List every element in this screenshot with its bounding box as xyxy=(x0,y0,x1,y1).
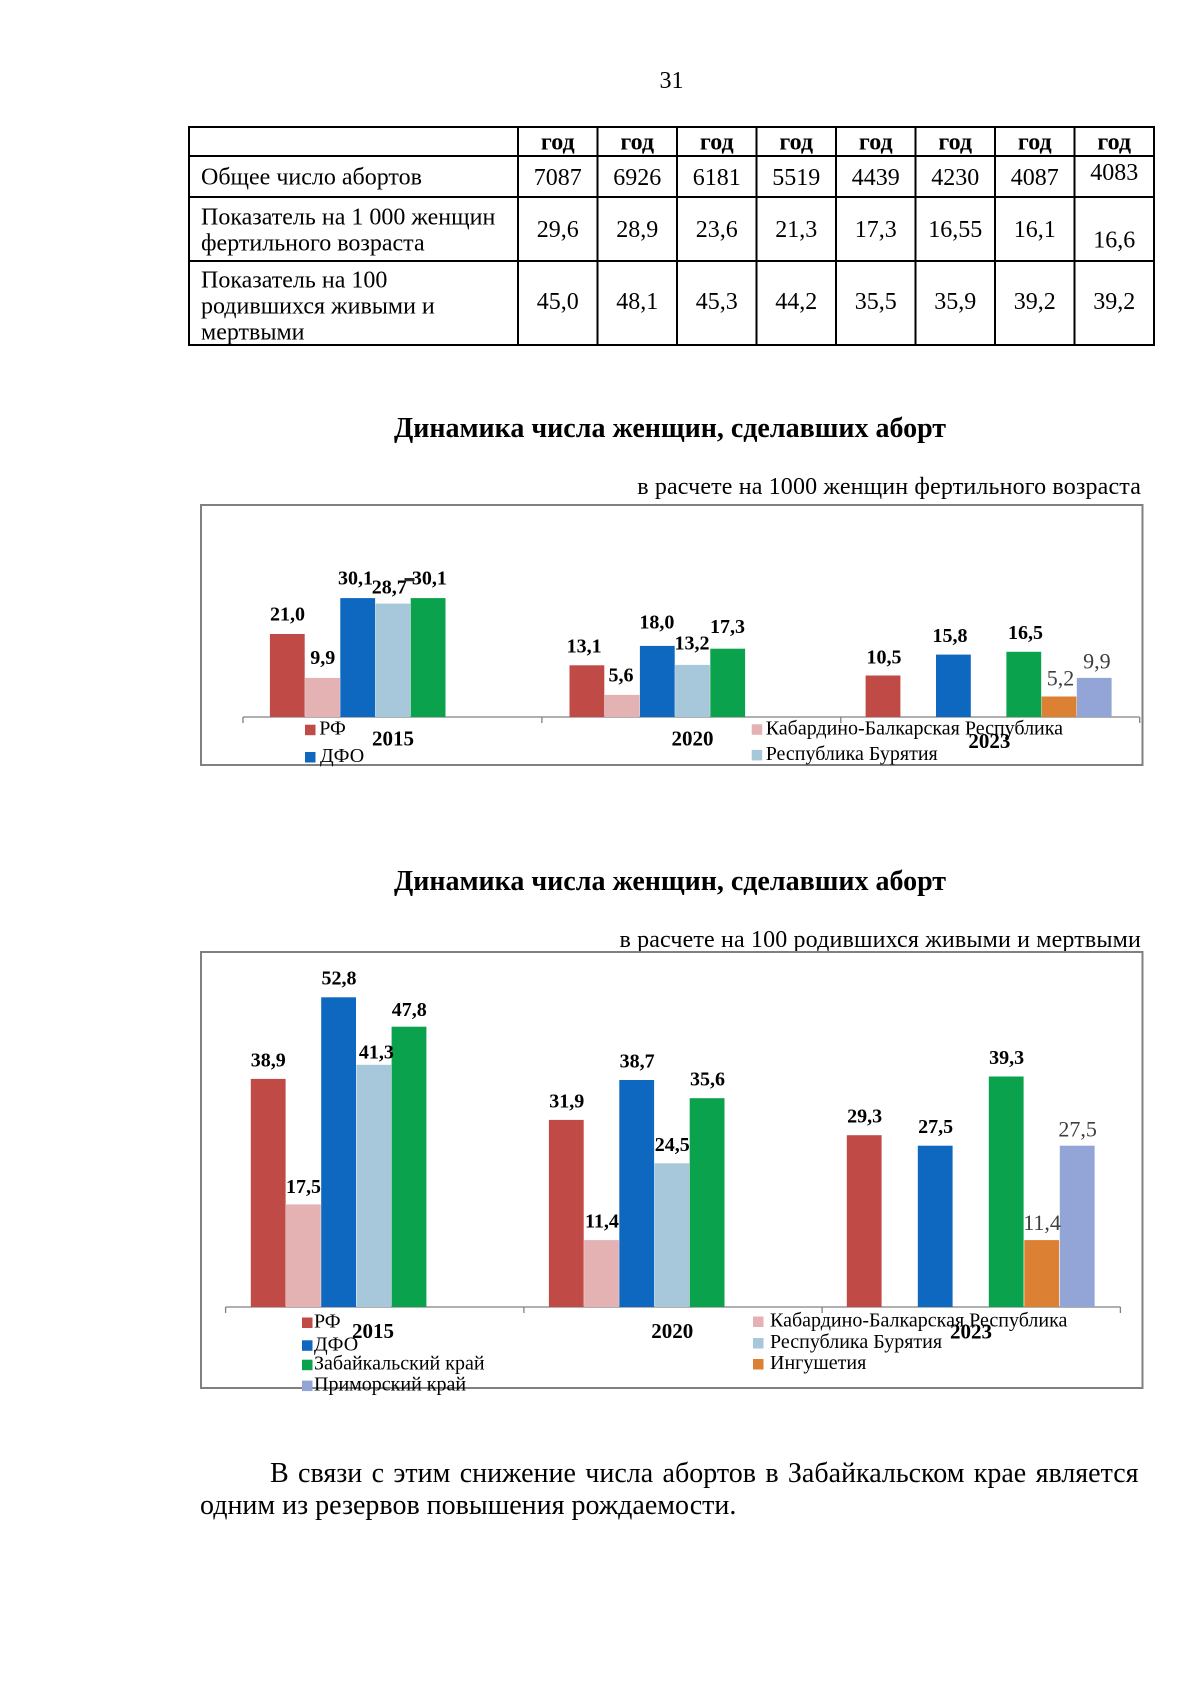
svg-text:38,7: 38,7 xyxy=(620,1051,655,1073)
svg-text:2023: 2023 xyxy=(950,1320,992,1344)
svg-text:13,1: 13,1 xyxy=(567,636,602,658)
svg-text:ДФО: ДФО xyxy=(314,1333,358,1355)
svg-text:39,3: 39,3 xyxy=(989,1047,1024,1069)
svg-text:Показатель на 100: Показатель на 100 xyxy=(201,268,387,294)
svg-text:2020: 2020 xyxy=(651,1319,693,1343)
svg-text:30,1: 30,1 xyxy=(412,568,447,590)
svg-text:Кабардино-Балкарская Республик: Кабардино-Балкарская Республика xyxy=(766,717,1063,739)
svg-text:27,5: 27,5 xyxy=(1058,1117,1097,1142)
svg-text:23,6: 23,6 xyxy=(696,217,738,243)
svg-text:13,2: 13,2 xyxy=(675,633,710,655)
svg-text:4439: 4439 xyxy=(852,165,900,191)
svg-text:Забайкальский край: Забайкальский край xyxy=(314,1353,485,1375)
svg-text:29,3: 29,3 xyxy=(847,1106,882,1128)
svg-text:21,3: 21,3 xyxy=(775,217,817,243)
svg-text:2015: 2015 xyxy=(372,727,414,751)
svg-text:31,9: 31,9 xyxy=(549,1090,584,1112)
svg-text:41,3: 41,3 xyxy=(359,1041,394,1063)
svg-text:4087: 4087 xyxy=(1011,165,1059,191)
svg-text:РФ: РФ xyxy=(319,718,346,740)
svg-text:45,0: 45,0 xyxy=(537,289,579,315)
svg-text:16,6: 16,6 xyxy=(1093,228,1135,254)
svg-text:год: год xyxy=(541,130,575,156)
svg-text:ДФО: ДФО xyxy=(320,745,364,767)
svg-text:30,1: 30,1 xyxy=(338,568,373,590)
svg-text:Республика Бурятия: Республика Бурятия xyxy=(766,743,938,765)
svg-text:48,1: 48,1 xyxy=(616,289,658,315)
svg-text:39,2: 39,2 xyxy=(1093,289,1135,315)
svg-text:16,5: 16,5 xyxy=(1008,622,1043,644)
svg-text:5,6: 5,6 xyxy=(609,665,634,687)
svg-text:7087: 7087 xyxy=(534,165,582,191)
svg-text:45,3: 45,3 xyxy=(696,289,738,315)
svg-text:28,9: 28,9 xyxy=(616,217,658,243)
svg-text:2020: 2020 xyxy=(672,727,714,751)
svg-text:10,5: 10,5 xyxy=(867,647,902,669)
svg-text:47,8: 47,8 xyxy=(392,999,427,1021)
svg-text:21,0: 21,0 xyxy=(270,604,305,626)
svg-text:год: год xyxy=(700,130,734,156)
svg-text:РФ: РФ xyxy=(314,1311,341,1333)
svg-text:16,1: 16,1 xyxy=(1014,217,1056,243)
svg-text:год: год xyxy=(938,130,972,156)
svg-text:5,2: 5,2 xyxy=(1047,666,1075,691)
svg-text:16,55: 16,55 xyxy=(928,217,982,243)
svg-text:Приморский край: Приморский край xyxy=(314,1374,466,1396)
svg-text:52,8: 52,8 xyxy=(322,968,357,990)
svg-text:35,5: 35,5 xyxy=(855,289,897,315)
svg-text:год: год xyxy=(620,130,654,156)
svg-text:5519: 5519 xyxy=(772,165,820,191)
svg-text:Кабардино-Балкарская Республик: Кабардино-Балкарская Республика xyxy=(770,1310,1067,1332)
svg-text:год: год xyxy=(1018,130,1052,156)
svg-text:6926: 6926 xyxy=(613,165,661,191)
svg-text:18,0: 18,0 xyxy=(639,612,674,634)
svg-text:2023: 2023 xyxy=(968,729,1010,753)
svg-text:год: год xyxy=(779,130,813,156)
svg-text:9,9: 9,9 xyxy=(1083,649,1111,674)
svg-text:мертвыми: мертвыми xyxy=(201,320,305,346)
svg-text:2015: 2015 xyxy=(352,1319,394,1343)
svg-text:4230: 4230 xyxy=(931,165,979,191)
svg-text:29,6: 29,6 xyxy=(537,217,579,243)
svg-text:Показатель на 1 000 женщин: Показатель на 1 000 женщин xyxy=(201,205,495,231)
svg-text:15,8: 15,8 xyxy=(933,625,968,647)
svg-text:родившихся живыми и: родившихся живыми и xyxy=(201,294,435,320)
svg-text:год: год xyxy=(1097,130,1131,156)
svg-text:Ингушетия: Ингушетия xyxy=(770,1352,866,1374)
svg-text:4083: 4083 xyxy=(1090,160,1138,186)
svg-text:6181: 6181 xyxy=(693,165,741,191)
svg-text:17,3: 17,3 xyxy=(855,217,897,243)
svg-text:11,4: 11,4 xyxy=(585,1211,619,1233)
svg-text:Общее число абортов: Общее число абортов xyxy=(201,165,422,191)
svg-text:Республика Бурятия: Республика Бурятия xyxy=(770,1331,942,1353)
svg-text:38,9: 38,9 xyxy=(251,1049,286,1071)
svg-text:фертильного возраста: фертильного возраста xyxy=(201,231,425,257)
svg-text:28,7: 28,7 xyxy=(372,577,407,599)
svg-text:24,5: 24,5 xyxy=(655,1134,690,1156)
svg-text:17,5: 17,5 xyxy=(286,1176,321,1198)
svg-text:44,2: 44,2 xyxy=(775,289,817,315)
svg-text:27,5: 27,5 xyxy=(918,1116,953,1138)
svg-text:39,2: 39,2 xyxy=(1014,289,1056,315)
svg-text:9,9: 9,9 xyxy=(310,647,335,669)
svg-text:35,6: 35,6 xyxy=(690,1069,725,1091)
svg-text:11,4: 11,4 xyxy=(1023,1210,1061,1235)
svg-text:17,3: 17,3 xyxy=(710,616,745,638)
svg-text:год: год xyxy=(859,130,893,156)
svg-text:35,9: 35,9 xyxy=(934,289,976,315)
